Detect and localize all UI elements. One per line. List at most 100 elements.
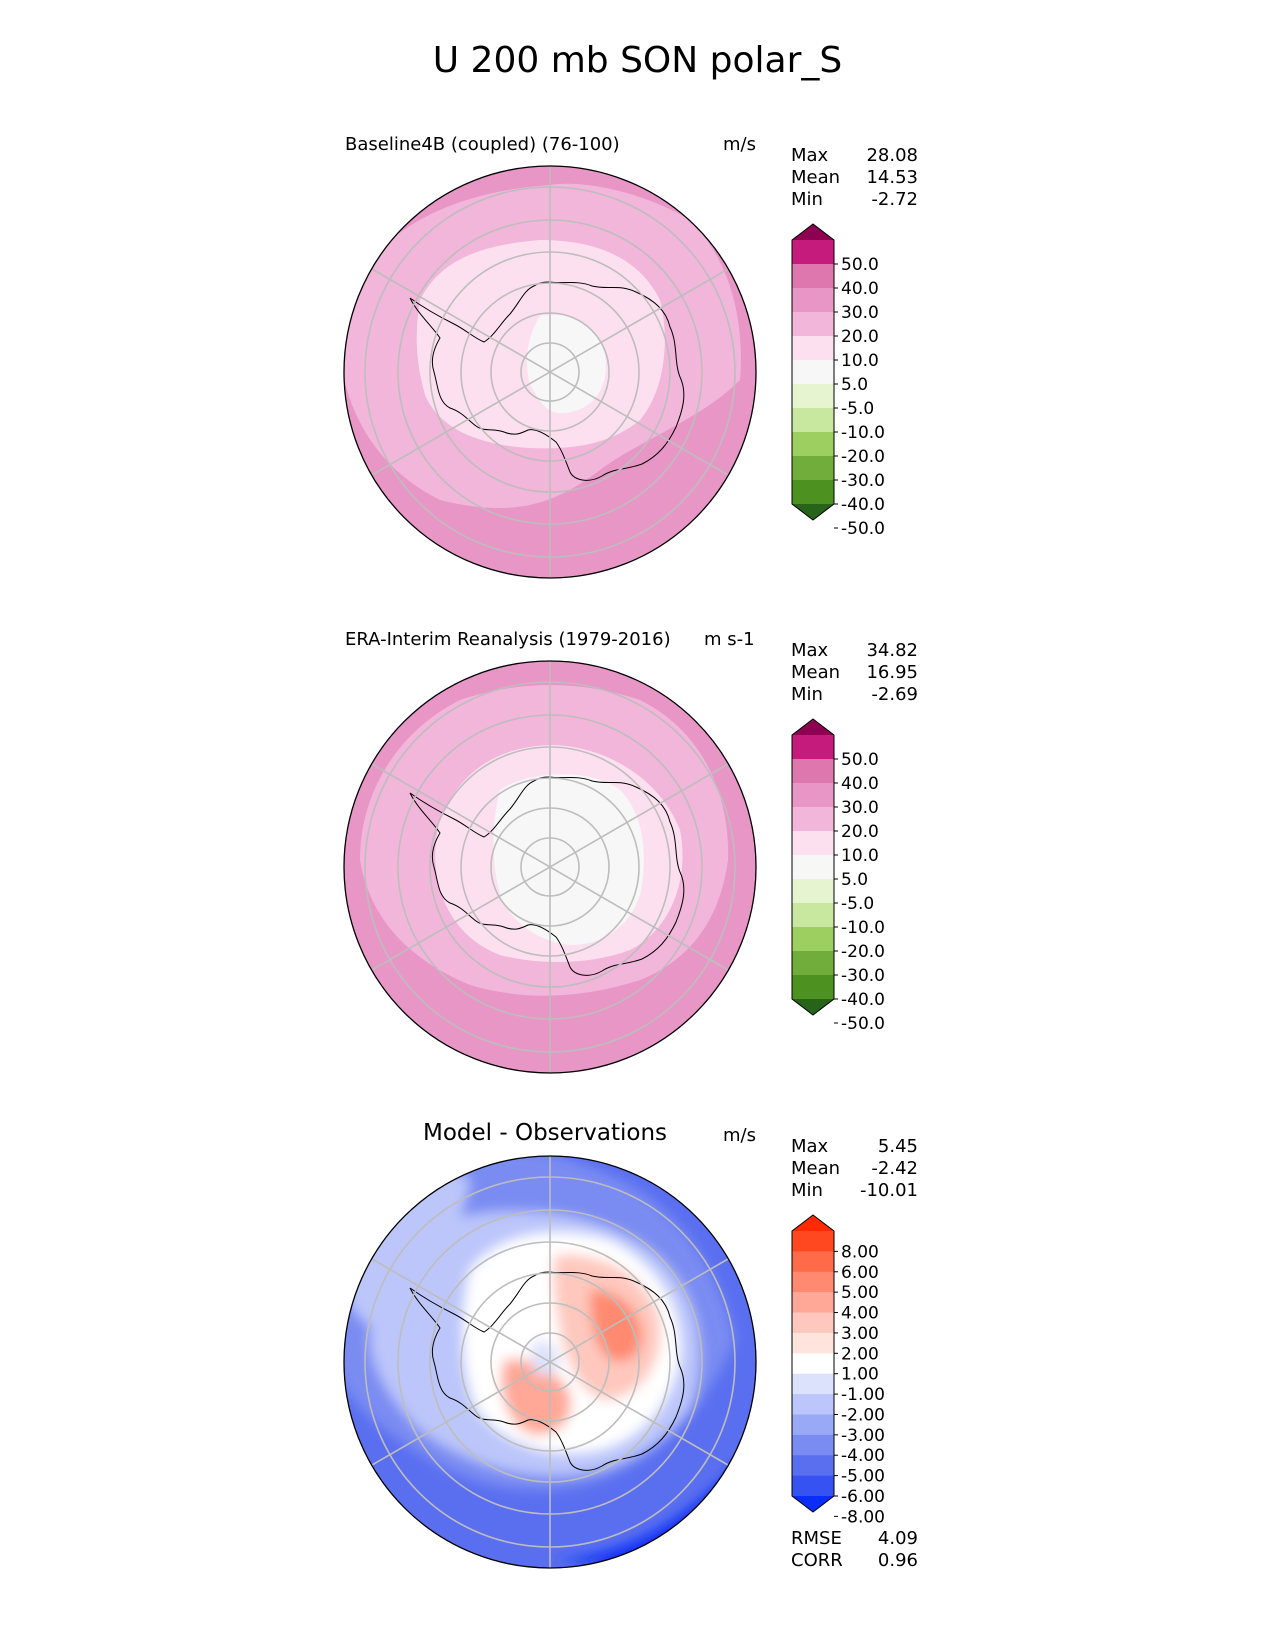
- panel-3-stat-mean-label: Mean: [791, 1158, 841, 1179]
- colorbar-tick-label: -20.0: [841, 942, 885, 962]
- colorbar-segment: [792, 927, 834, 952]
- colorbar-tick-label: 50.0: [841, 750, 879, 770]
- colorbar-tick-label: 4.00: [841, 1304, 879, 1324]
- colorbar-tick-label: -50.0: [841, 1014, 885, 1034]
- colorbar-tick-label: -5.0: [841, 894, 874, 914]
- colorbar-segment: [792, 408, 834, 433]
- colorbar-tick-label: 30.0: [841, 798, 879, 818]
- colorbar-segment: [792, 1231, 834, 1252]
- colorbar-segment: [792, 807, 834, 832]
- panel-2-stat-min-label: Min: [791, 684, 823, 705]
- colorbar-segment: [792, 855, 834, 880]
- panel-3-stat-max-label: Max: [791, 1136, 829, 1157]
- colorbar-extension-bottom: [792, 999, 834, 1015]
- colorbar-segment: [792, 1475, 834, 1497]
- panel-3-stat-max-value: 5.45: [877, 1136, 918, 1157]
- colorbar-segment: [792, 1292, 834, 1314]
- panel-3-rmse-value: 4.09: [877, 1528, 918, 1549]
- panel-3-field-3to4: [501, 1359, 571, 1435]
- colorbar-extension-top: [792, 719, 834, 735]
- panel-3-stat-min-value: -10.01: [859, 1180, 918, 1201]
- colorbar-segment: [792, 1312, 834, 1334]
- colorbar-tick-label: -6.00: [841, 1487, 885, 1507]
- panel-1-stat-min-label: Min: [791, 189, 823, 210]
- colorbar-segment: [792, 1353, 834, 1375]
- colorbar-tick-label: -40.0: [841, 495, 885, 515]
- panel-1-graticule: [364, 166, 736, 578]
- colorbar-tick-label: 20.0: [841, 327, 879, 347]
- colorbar-tick-label: -5.00: [841, 1467, 885, 1487]
- panel-1-stat-mean-value: 14.53: [866, 167, 918, 188]
- colorbar-segment: [792, 384, 834, 409]
- colorbar-tick-label: 2.00: [841, 1344, 879, 1364]
- colorbar-tick-label: 40.0: [841, 279, 879, 299]
- colorbar-segment: [792, 783, 834, 808]
- colorbar-segment: [792, 1394, 834, 1415]
- colorbar-tick-label: -20.0: [841, 447, 885, 467]
- colorbar-segment: [792, 1414, 834, 1436]
- panel-1-map: [343, 165, 757, 579]
- colorbar-segment: [792, 240, 834, 265]
- colorbar-tick-label: -40.0: [841, 990, 885, 1010]
- colorbar-tick-label: 8.00: [841, 1242, 879, 1262]
- panel-2-units: m s-1: [704, 629, 755, 650]
- panel-3-rmse-label: RMSE: [791, 1528, 842, 1549]
- panel-2-field-neg5to5: [493, 774, 644, 945]
- panel-3-colorbar: 8.006.005.004.003.002.001.00-1.00-2.00-3…: [791, 1214, 885, 1527]
- colorbar-segment: [792, 831, 834, 856]
- colorbar-tick-label: -1.00: [841, 1385, 885, 1405]
- colorbar-segment: [792, 1434, 834, 1456]
- panel-3-title: Model - Observations: [423, 1120, 668, 1146]
- colorbar-tick-label: 3.00: [841, 1324, 879, 1344]
- colorbar-segment: [792, 1373, 834, 1395]
- colorbar-segment: [792, 288, 834, 313]
- colorbar-tick-label: -50.0: [841, 519, 885, 539]
- panel-2-stat-mean-value: 16.95: [866, 662, 918, 683]
- colorbar-tick-label: -30.0: [841, 966, 885, 986]
- colorbar-segment: [792, 432, 834, 457]
- colorbar-segment: [792, 879, 834, 904]
- panel-3-field-4to5: [590, 1290, 642, 1362]
- colorbar-segment: [792, 1332, 834, 1354]
- panel-1-colorbar: 50.0 40.0 30.0 20.0 10.0 5.0 -5.0 -10.0 -20.0 -30…: [791, 223, 885, 539]
- colorbar-tick-label: -8.00: [841, 1507, 885, 1527]
- colorbar-tick-label: -5.0: [841, 399, 874, 419]
- colorbar-tick-label: -3.00: [841, 1426, 885, 1446]
- panel-2-title: ERA-Interim Reanalysis (1979-2016): [345, 629, 671, 650]
- colorbar-tick-label: 5.0: [841, 375, 868, 395]
- panel-3-map-boundary: [343, 1155, 757, 1569]
- colorbar-tick-label: 30.0: [841, 303, 879, 323]
- panel-1-title: Baseline4B (coupled) (76-100): [345, 134, 620, 155]
- colorbar-segment: [792, 264, 834, 289]
- colorbar-tick-label: -30.0: [841, 471, 885, 491]
- colorbar-tick-label: 5.00: [841, 1283, 879, 1303]
- figure-title: U 200 mb SON polar_S: [432, 40, 843, 81]
- colorbar-extension-top: [792, 224, 834, 240]
- panel-3-units: m/s: [723, 1125, 756, 1146]
- colorbar-extension-bottom: [792, 504, 834, 520]
- panel-1-stat-max-value: 28.08: [866, 145, 918, 166]
- panel-3-corr-value: 0.96: [877, 1550, 918, 1571]
- colorbar-tick-label: 20.0: [841, 822, 879, 842]
- colorbar-segment: [792, 951, 834, 976]
- panel-1-stat-min-value: -2.72: [871, 189, 918, 210]
- colorbar-tick-label: -10.0: [841, 918, 885, 938]
- panel-2-map-boundary: [343, 660, 757, 1074]
- panel-2-graticule: [364, 661, 736, 1073]
- colorbar-segment: [792, 903, 834, 928]
- colorbar-segment: [792, 360, 834, 385]
- panel-3-map: [343, 1155, 757, 1569]
- panel-3-corr-label: CORR: [791, 1550, 843, 1571]
- panel-2-stat-max-label: Max: [791, 640, 829, 661]
- panel-2-map: [343, 660, 757, 1074]
- colorbar-segment: [792, 1251, 834, 1273]
- colorbar-extension-bottom: [792, 1496, 834, 1512]
- panel-3-field-neg1to2: [531, 1339, 560, 1376]
- colorbar-tick-label: 5.0: [841, 870, 868, 890]
- panel-1-map-boundary: [343, 165, 757, 579]
- panel-1-stat-max-label: Max: [791, 145, 829, 166]
- panel-2-stat-min-value: -2.69: [871, 684, 918, 705]
- panel-3-stat-mean-value: -2.42: [871, 1158, 918, 1179]
- colorbar-segment: [792, 975, 834, 1000]
